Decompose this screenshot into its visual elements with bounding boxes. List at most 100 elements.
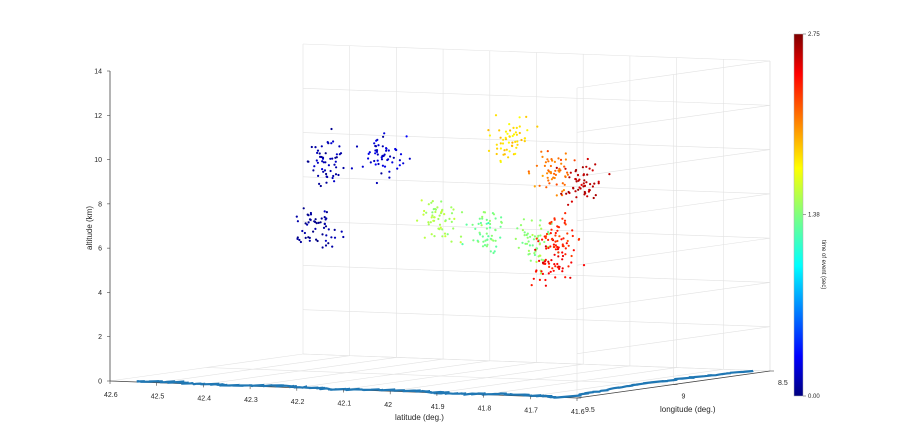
event-point — [427, 223, 430, 226]
event-point — [461, 243, 464, 246]
event-point — [564, 167, 567, 170]
event-point — [548, 182, 551, 185]
y-tick-label: 8.5 — [778, 380, 788, 387]
event-point — [523, 231, 526, 234]
event-point — [563, 183, 566, 186]
event-point — [350, 167, 353, 170]
event-point — [556, 245, 559, 249]
event-point — [585, 181, 588, 184]
z-tick-label: 10 — [94, 157, 102, 164]
event-point — [381, 155, 384, 158]
event-point — [520, 138, 523, 142]
event-point — [544, 284, 548, 287]
event-point — [502, 138, 505, 141]
event-point — [548, 265, 551, 268]
event-point — [552, 243, 556, 246]
event-point — [493, 250, 496, 253]
event-point — [436, 206, 439, 209]
event-point — [559, 169, 562, 172]
event-point — [440, 200, 443, 203]
event-point — [556, 229, 559, 232]
event-point — [374, 145, 378, 148]
event-point — [485, 222, 488, 225]
event-point — [582, 182, 585, 185]
event-point — [549, 172, 553, 175]
event-point — [569, 171, 572, 174]
event-point — [546, 172, 549, 175]
event-point — [373, 159, 376, 163]
event-point — [329, 157, 332, 160]
event-point — [561, 251, 564, 254]
event-point — [307, 236, 310, 239]
event-point — [500, 220, 503, 223]
event-point — [313, 165, 316, 168]
event-point — [450, 212, 454, 215]
event-point — [295, 215, 298, 218]
event-point — [554, 265, 557, 268]
event-point — [559, 158, 563, 161]
event-point — [494, 217, 497, 220]
event-point — [318, 152, 321, 155]
event-point — [499, 136, 502, 139]
event-point — [541, 261, 545, 264]
event-point — [549, 245, 552, 248]
event-point — [538, 224, 541, 227]
event-point — [550, 158, 553, 161]
event-point — [553, 172, 556, 175]
event-point — [523, 234, 526, 237]
event-point — [389, 155, 392, 158]
event-point — [486, 238, 489, 241]
event-point — [564, 152, 567, 155]
event-point — [325, 175, 328, 178]
event-point — [450, 240, 453, 243]
event-point — [557, 169, 560, 172]
event-point — [543, 240, 546, 244]
event-point — [538, 184, 541, 187]
event-point — [459, 241, 462, 244]
event-point — [376, 159, 379, 162]
event-point — [399, 153, 403, 156]
event-point — [430, 233, 433, 236]
event-point — [383, 153, 386, 156]
event-point — [383, 132, 386, 135]
event-point — [593, 182, 596, 185]
event-point — [551, 267, 554, 270]
event-point — [429, 221, 432, 224]
event-point — [319, 155, 322, 158]
event-point — [487, 149, 491, 152]
event-point — [485, 227, 488, 230]
event-point — [307, 160, 310, 163]
event-point — [547, 230, 550, 234]
event-point — [309, 211, 312, 215]
event-point — [489, 237, 492, 240]
event-point — [452, 227, 455, 230]
event-point — [296, 236, 299, 239]
event-point — [588, 188, 591, 191]
event-point — [522, 218, 526, 221]
event-point — [316, 161, 319, 164]
event-point — [488, 219, 491, 222]
event-point — [528, 172, 531, 175]
event-point — [570, 261, 573, 264]
event-point — [335, 156, 338, 159]
event-point — [330, 236, 333, 239]
event-point — [582, 264, 586, 267]
event-point — [438, 214, 441, 217]
event-point — [537, 234, 540, 237]
event-point — [517, 246, 520, 249]
z-tick-label: 8 — [98, 201, 102, 208]
event-point — [557, 255, 560, 258]
event-point — [561, 190, 564, 193]
event-point — [374, 149, 377, 152]
event-point — [540, 150, 543, 153]
event-point — [481, 215, 484, 218]
event-point — [528, 252, 531, 255]
event-point — [499, 236, 502, 239]
x-tick-label: 42.1 — [338, 401, 352, 408]
event-point — [499, 225, 502, 228]
x-tick-label: 41.6 — [571, 409, 585, 416]
event-point — [308, 239, 311, 242]
event-point — [560, 162, 563, 165]
event-point — [539, 254, 542, 257]
event-point — [546, 158, 549, 161]
